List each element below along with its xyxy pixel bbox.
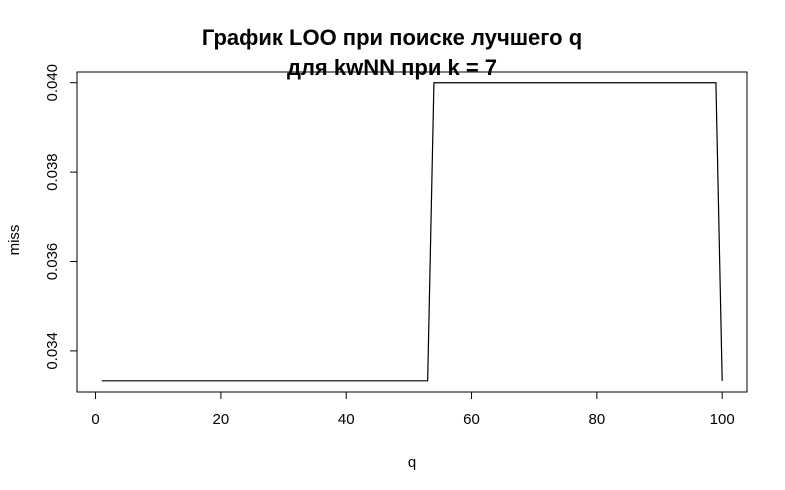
x-tick-label: 100 (710, 411, 735, 428)
x-tick-label: 40 (338, 411, 355, 428)
series-line (101, 82, 723, 382)
y-axis: 0.034 0.036 0.038 0.040 (44, 64, 78, 370)
plot-frame (76, 71, 748, 393)
y-tick-label: 0.038 (44, 153, 61, 191)
y-axis-label: miss (6, 225, 23, 256)
series-layer (101, 82, 723, 382)
x-tick-label: 0 (91, 411, 99, 428)
y-tick-label: 0.034 (44, 332, 61, 370)
x-tick-label: 80 (589, 411, 606, 428)
x-axis-label: q (408, 454, 416, 471)
chart-title-line-2: для kwNN при k = 7 (287, 55, 497, 80)
y-tick-label: 0.040 (44, 64, 61, 102)
y-tick-label: 0.036 (44, 243, 61, 281)
x-axis: 0 20 40 60 80 100 (91, 391, 735, 428)
chart-title-line-1: График LOO при поиске лучшего q (202, 25, 582, 50)
x-tick-label: 20 (213, 411, 230, 428)
x-tick-label: 60 (463, 411, 480, 428)
